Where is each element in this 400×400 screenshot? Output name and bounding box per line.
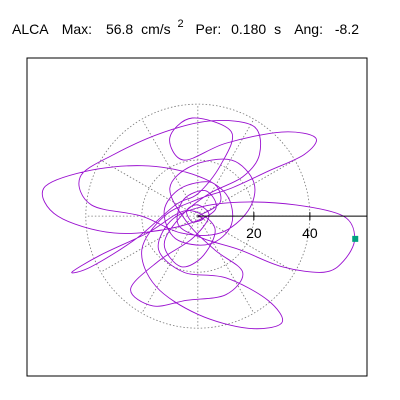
max-label: Max:: [62, 21, 92, 37]
period-unit: s: [274, 21, 281, 37]
x-tick-label: 20: [246, 225, 262, 241]
station: ALCA: [12, 21, 49, 37]
grid-spoke: [100, 215, 199, 273]
x-tick-label: 40: [302, 225, 318, 241]
period-value: 0.180: [231, 21, 266, 37]
chart-title: ALCA Max: 56.8 cm/s 2 Per: 0.180 s Ang: …: [12, 15, 359, 37]
angle-label: Ang:: [294, 21, 323, 37]
grid-spoke: [197, 118, 255, 217]
peak-marker: [352, 235, 359, 242]
grid-spoke: [197, 159, 296, 217]
max-unit-exp: 2: [178, 18, 184, 30]
motion-trace: [41, 117, 356, 330]
max-unit: cm/s: [141, 21, 171, 37]
grid-spoke: [197, 215, 255, 314]
grid-spoke: [141, 118, 199, 217]
grid-spoke: [100, 159, 199, 217]
plot-frame: [26, 57, 368, 377]
angle-value: -8.2: [335, 21, 359, 37]
max-value: 56.8: [106, 21, 133, 37]
period-label: Per:: [196, 21, 222, 37]
